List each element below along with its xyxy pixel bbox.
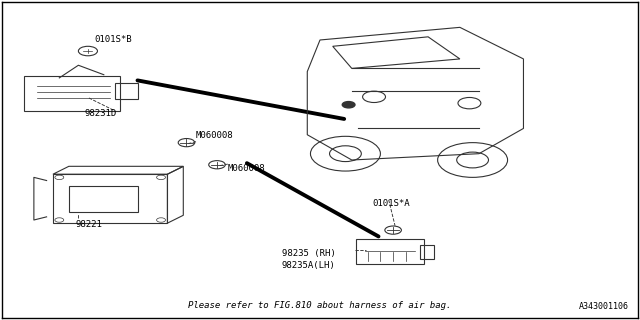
Text: 98221: 98221 [76, 220, 102, 229]
Text: 0101S*A: 0101S*A [372, 198, 410, 208]
Text: 0101S*B: 0101S*B [95, 35, 132, 44]
Text: Please refer to FIG.810 about harness of air bag.: Please refer to FIG.810 about harness of… [188, 301, 452, 310]
Text: 98231D: 98231D [84, 109, 117, 118]
Text: 98235A(LH): 98235A(LH) [282, 261, 335, 270]
Text: A343001106: A343001106 [579, 302, 628, 311]
Circle shape [342, 101, 355, 108]
Text: M060008: M060008 [196, 132, 234, 140]
Text: M060008: M060008 [228, 164, 266, 173]
Text: 98235 (RH): 98235 (RH) [282, 249, 335, 258]
